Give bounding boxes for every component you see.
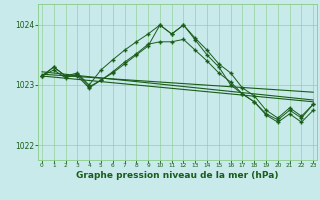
X-axis label: Graphe pression niveau de la mer (hPa): Graphe pression niveau de la mer (hPa)	[76, 171, 279, 180]
